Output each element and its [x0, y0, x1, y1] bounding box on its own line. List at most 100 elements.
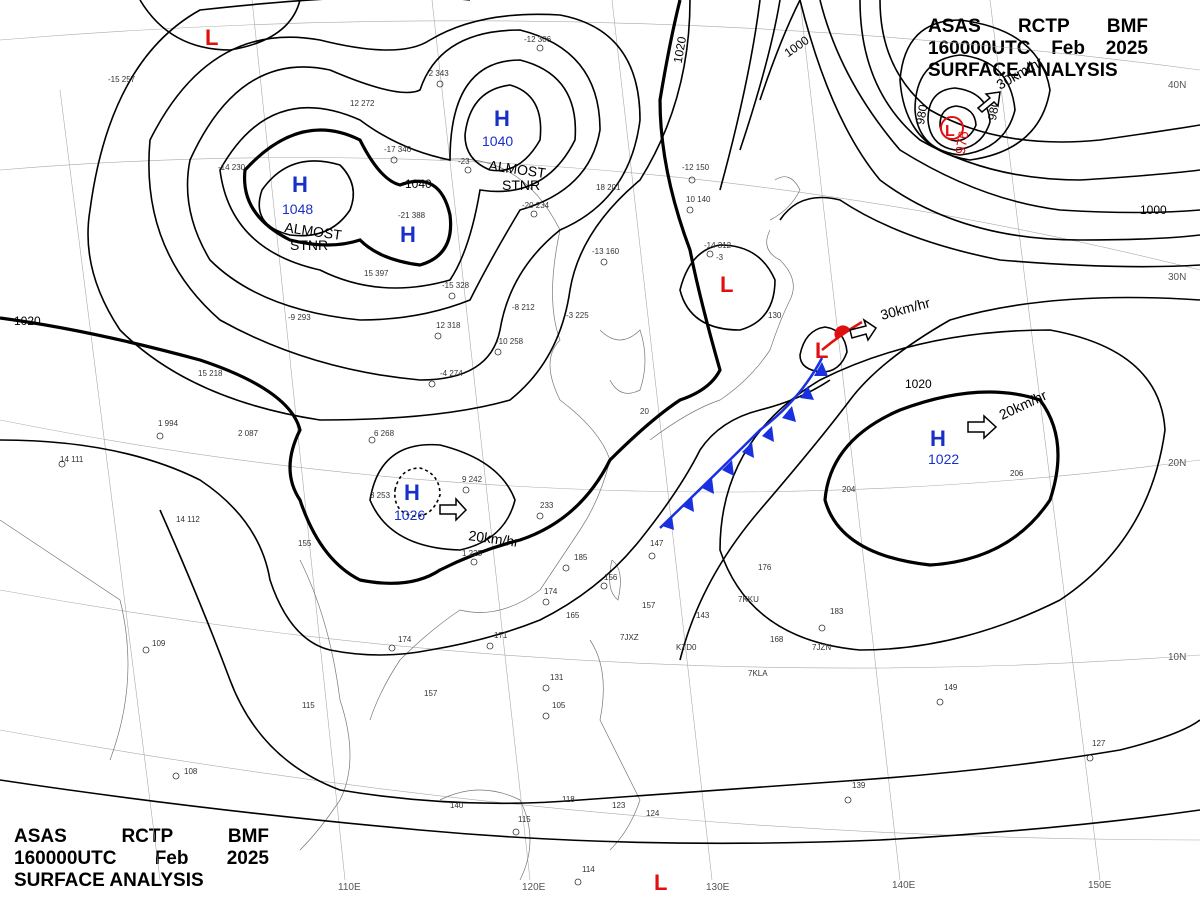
low-centers: L L 976 L L L	[205, 25, 972, 895]
station-obs: 185	[574, 553, 588, 562]
station-dot	[58, 460, 66, 468]
station-obs: 105	[552, 701, 566, 710]
coast-korea	[599, 329, 646, 394]
high-center-marker[interactable]: H	[400, 222, 416, 247]
cold-front-pip	[702, 478, 714, 494]
footer-title: SURFACE ANALYSIS	[14, 870, 204, 891]
station-dot	[172, 772, 180, 780]
cold-front-pip	[662, 516, 674, 530]
system-notes: ALMOST STNR ALMOST STNR	[284, 157, 548, 253]
cold-front-pip	[782, 406, 796, 422]
meridian-120e	[431, 0, 531, 881]
coast-indochina	[299, 559, 351, 851]
isobar-984	[914, 54, 1016, 156]
header-station: RCTP	[1017, 16, 1070, 37]
station-dot	[390, 156, 398, 164]
station-dot	[600, 582, 608, 590]
station-markers	[58, 44, 1094, 886]
station-obs: 14 112	[176, 515, 200, 524]
isobar-high-1026-dotted	[394, 467, 441, 517]
low-center-marker[interactable]: L	[945, 123, 955, 140]
cold-front-pip	[762, 426, 774, 442]
station-obs: 12 318	[436, 321, 461, 330]
station-obs: 183	[830, 607, 844, 616]
header-time: 160000UTC	[928, 38, 1031, 59]
station-obs: 10 140	[686, 195, 711, 204]
isobar-1040-west	[242, 128, 453, 267]
meridian-140e	[799, 0, 901, 881]
footer-station: RCTP	[121, 826, 174, 847]
high-center-marker[interactable]: H	[494, 106, 510, 131]
ship-id: 7KKU	[738, 595, 759, 604]
station-dot	[562, 564, 570, 572]
station-dot	[536, 512, 544, 520]
isobar-1024-high-1026	[369, 443, 516, 551]
motion-arrow	[976, 91, 1001, 114]
header-year: 2025	[1105, 38, 1148, 59]
ship-id: KTD0	[676, 643, 697, 652]
header-bottom-left: ASAS RCTP BMF 160000UTC Feb 2025 SURFACE…	[14, 826, 269, 892]
station-dot	[536, 44, 544, 52]
isobar-label: 1000	[782, 33, 812, 60]
lat-label: 10N	[1168, 652, 1186, 663]
station-dot	[542, 598, 550, 606]
high-center-marker[interactable]: H	[930, 426, 946, 451]
meridian-150e	[989, 0, 1101, 881]
station-obs: -21 388	[398, 211, 426, 220]
station-obs: 165	[566, 611, 580, 620]
high-center-value: 1026	[394, 507, 425, 523]
ship-id: 7JZN	[812, 643, 831, 652]
warm-front-line	[821, 320, 863, 351]
station-obs: 2 087	[238, 429, 259, 438]
isobar-1000	[759, 0, 1200, 214]
coast-taiwan	[609, 559, 621, 601]
station-obs: 109	[152, 639, 166, 648]
isobar-low-30kmh	[799, 326, 848, 373]
parallel-40n	[0, 20, 1200, 71]
station-dot	[486, 642, 494, 650]
isobar-label: 1020	[671, 35, 689, 64]
coast-philippines	[589, 639, 641, 851]
station-obs: 1 225	[462, 549, 483, 558]
station-obs: -23	[458, 157, 470, 166]
station-obs: 174	[544, 587, 558, 596]
station-obs: 6 268	[374, 429, 395, 438]
station-dot	[470, 558, 478, 566]
station-dot	[1086, 754, 1094, 762]
header-line-2: 160000UTC Feb 2025	[928, 38, 1148, 60]
station-obs: 168	[770, 635, 784, 644]
lon-label: 150E	[1088, 880, 1112, 891]
high-centers: H 1048 H 1040 H H 1026 H 1022	[282, 106, 959, 523]
low-976-ring	[940, 116, 964, 140]
station-dot	[574, 878, 582, 886]
cold-front-pip	[814, 362, 828, 376]
station-obs: 143	[696, 611, 710, 620]
almost-stnr-note: STNR	[290, 237, 328, 253]
high-center-marker[interactable]: H	[292, 172, 308, 197]
station-obs: 140	[450, 801, 464, 810]
meridian-110e	[251, 0, 346, 881]
station-dot	[156, 432, 164, 440]
low-center-marker[interactable]: L	[815, 338, 828, 363]
footer-year: 2025	[226, 848, 269, 869]
parallel-0	[0, 729, 1200, 841]
station-obs: 124	[646, 809, 660, 818]
low-center-marker[interactable]: L	[654, 870, 667, 895]
low-center-marker[interactable]: L	[205, 25, 218, 50]
cold-front-pip	[742, 442, 754, 458]
isobar-1036	[219, 59, 577, 289]
isobar-1012-south	[159, 509, 1200, 805]
motion-arrow	[439, 497, 468, 522]
station-obs: -9 293	[288, 313, 311, 322]
ship-id: 7JXZ	[620, 633, 639, 642]
station-dot	[462, 486, 470, 494]
station-obs: -14 230	[218, 163, 246, 172]
low-center-marker[interactable]: L	[720, 272, 733, 297]
station-obs: 118	[562, 795, 575, 804]
high-center-marker[interactable]: H	[404, 480, 420, 505]
almost-stnr-note: ALMOST	[488, 157, 548, 181]
header-month: Feb	[1051, 38, 1085, 59]
motion-arrow	[849, 318, 878, 342]
ship-id: 7KLA	[748, 669, 768, 678]
